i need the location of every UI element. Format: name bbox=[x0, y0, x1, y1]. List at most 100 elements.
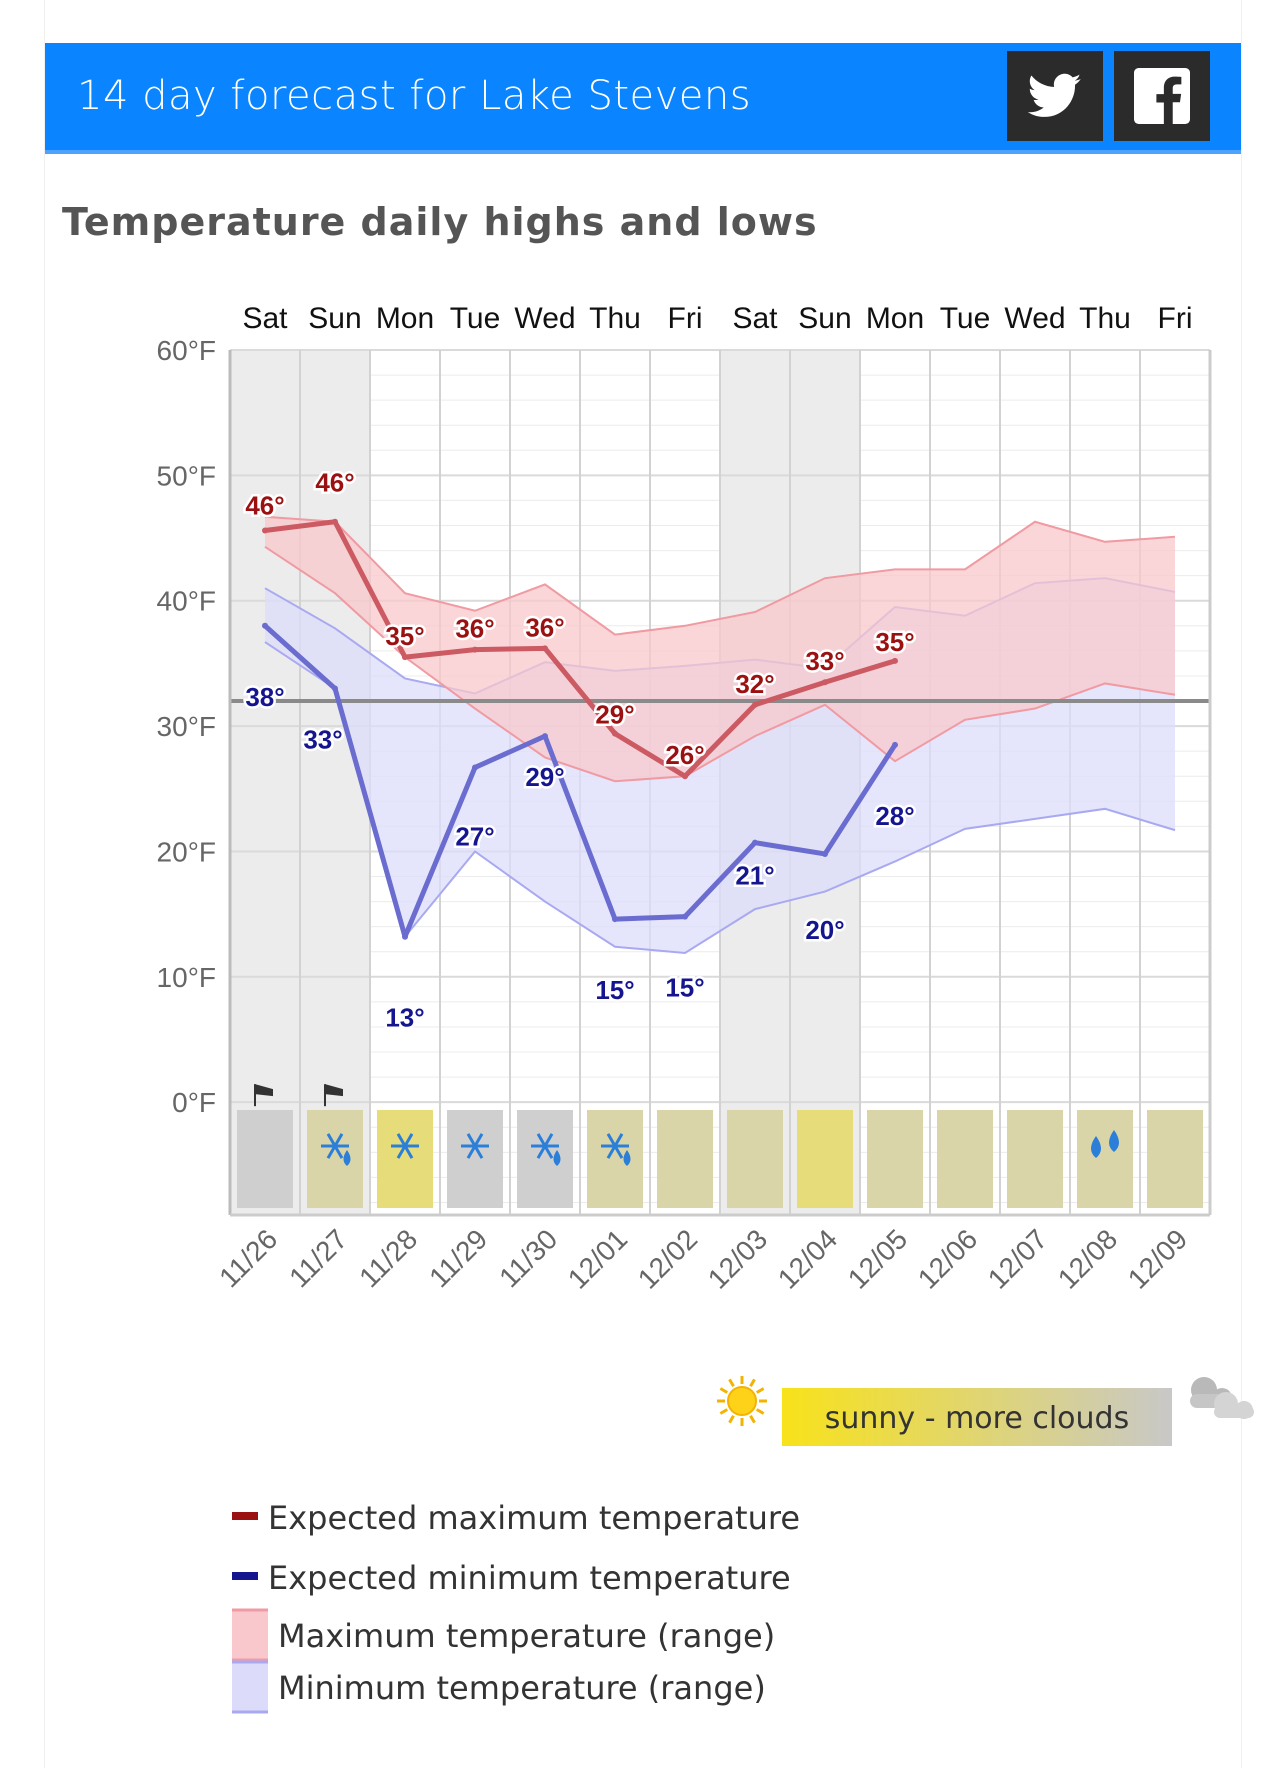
sun-cloud-label: sunny - more clouds bbox=[825, 1401, 1129, 1436]
day-label: Mon bbox=[866, 302, 924, 335]
date-label: 12/09 bbox=[1122, 1223, 1193, 1294]
wind-icon bbox=[324, 1084, 343, 1107]
day-label: Sun bbox=[308, 302, 361, 335]
date-label: 11/28 bbox=[353, 1223, 423, 1293]
snowflake-stroke bbox=[326, 1133, 344, 1159]
weekend-shade bbox=[230, 350, 300, 1215]
twitter-share-button[interactable] bbox=[1007, 51, 1103, 141]
day-label: Tue bbox=[450, 302, 501, 335]
sun-ray bbox=[719, 1408, 729, 1415]
day-label: Sat bbox=[242, 302, 288, 335]
min-temperature-point bbox=[822, 850, 828, 857]
legend-swatch-line bbox=[232, 1572, 258, 1580]
day-label: Fri bbox=[668, 302, 703, 335]
sun-ray bbox=[728, 1414, 735, 1424]
weather-box bbox=[937, 1110, 993, 1208]
sun-cloud-scale bbox=[782, 1388, 1172, 1446]
date-label: 11/29 bbox=[423, 1223, 493, 1293]
max-temperature-point bbox=[262, 527, 268, 534]
min-temperature-point bbox=[892, 741, 898, 748]
min-temperature-line bbox=[263, 623, 898, 940]
snow-icon bbox=[391, 1133, 419, 1159]
y-tick-label: 40°F bbox=[157, 586, 216, 617]
min-temperature-point bbox=[332, 685, 338, 692]
y-tick-label: 60°F bbox=[157, 335, 216, 366]
raindrop-shape bbox=[343, 1150, 351, 1166]
date-label: 12/07 bbox=[982, 1223, 1053, 1294]
max-temperature-point bbox=[402, 654, 408, 661]
min-temperature-point bbox=[612, 916, 618, 923]
legend-label: Minimum temperature (range) bbox=[278, 1669, 766, 1707]
cloud-base bbox=[1214, 1406, 1254, 1418]
date-label: 11/26 bbox=[213, 1223, 283, 1293]
legend-label: Expected maximum temperature bbox=[268, 1499, 800, 1537]
legend-label: Maximum temperature (range) bbox=[278, 1617, 775, 1655]
weather-box bbox=[797, 1110, 853, 1208]
sun-ray bbox=[749, 1414, 756, 1424]
facebook-share-button[interactable] bbox=[1114, 51, 1210, 141]
day-label: Thu bbox=[589, 302, 641, 335]
max-temperature-point bbox=[892, 657, 898, 664]
legend-swatch-range bbox=[232, 1610, 268, 1660]
weather-box bbox=[307, 1110, 363, 1208]
y-tick-label: 0°F bbox=[172, 1087, 216, 1118]
snowflake-stroke bbox=[536, 1133, 554, 1159]
date-label: 12/06 bbox=[912, 1223, 983, 1294]
max-temperature-label: 36° bbox=[525, 612, 564, 642]
raindrop-shape bbox=[1109, 1130, 1119, 1152]
max-temperature-point bbox=[752, 701, 758, 708]
date-label: 12/05 bbox=[842, 1223, 913, 1294]
weather-box bbox=[657, 1110, 713, 1208]
max-temperature-point bbox=[472, 646, 478, 653]
min-temperature-point bbox=[682, 913, 688, 920]
max-temperature-point bbox=[612, 730, 618, 737]
min-temperature-label: 29° bbox=[525, 762, 564, 792]
legend-swatch-line bbox=[232, 1512, 258, 1520]
min-temperature-point bbox=[752, 839, 758, 846]
day-label: Sat bbox=[732, 302, 778, 335]
date-label: 12/04 bbox=[772, 1223, 843, 1294]
min-temperature-label: 33° bbox=[303, 724, 342, 754]
y-tick-label: 50°F bbox=[157, 460, 216, 491]
min-temperature-label: 21° bbox=[735, 861, 774, 891]
day-label: Tue bbox=[940, 302, 991, 335]
weather-box bbox=[727, 1110, 783, 1208]
date-label: 12/02 bbox=[632, 1223, 703, 1294]
day-label: Wed bbox=[1004, 302, 1065, 335]
snow-rain-icon bbox=[601, 1133, 631, 1166]
header-bar: 14 day forecast for Lake Stevens bbox=[45, 43, 1241, 154]
legend-swatch-range bbox=[232, 1662, 268, 1712]
day-label: Thu bbox=[1079, 302, 1131, 335]
max-temperature-point bbox=[332, 518, 338, 525]
legend-label: Expected minimum temperature bbox=[268, 1559, 791, 1597]
raindrop-shape bbox=[1091, 1136, 1101, 1158]
snowflake-stroke bbox=[606, 1133, 624, 1159]
max-temperature-line bbox=[264, 519, 896, 779]
snowflake-stroke bbox=[396, 1133, 414, 1159]
page-title: 14 day forecast for Lake Stevens bbox=[77, 73, 752, 119]
sun-ray bbox=[755, 1408, 765, 1415]
max-range-band-fill bbox=[265, 516, 1175, 782]
max-range-band-upper-line bbox=[264, 515, 1176, 636]
weather-box bbox=[867, 1110, 923, 1208]
weather-box bbox=[447, 1110, 503, 1208]
facebook-icon bbox=[1134, 68, 1190, 124]
min-range-band-lower-line bbox=[264, 641, 1176, 955]
min-temperature-label: 15° bbox=[595, 975, 634, 1005]
day-label: Wed bbox=[514, 302, 575, 335]
min-temperature-point bbox=[402, 933, 408, 940]
wind-flag bbox=[255, 1084, 273, 1097]
weather-box bbox=[1077, 1110, 1133, 1208]
max-range-band-lower-line bbox=[264, 545, 1176, 783]
min-temperature-point bbox=[542, 733, 548, 740]
sun-ray bbox=[755, 1387, 765, 1394]
max-temperature-label: 35° bbox=[385, 621, 424, 651]
sun-ray bbox=[719, 1387, 729, 1394]
min-temperature-point bbox=[472, 764, 478, 771]
max-temperature-point bbox=[542, 645, 548, 652]
min-temperature-label: 15° bbox=[665, 973, 704, 1003]
weather-box bbox=[377, 1110, 433, 1208]
rain-icon bbox=[1091, 1130, 1119, 1158]
raindrop-shape bbox=[553, 1150, 561, 1166]
